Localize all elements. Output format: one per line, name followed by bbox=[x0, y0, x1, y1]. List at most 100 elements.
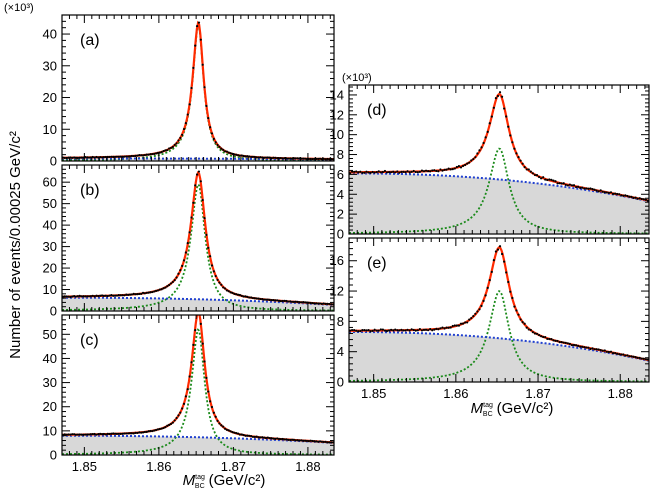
data-point bbox=[494, 250, 498, 253]
data-point bbox=[309, 157, 312, 161]
data-point bbox=[513, 147, 516, 150]
data-point bbox=[300, 301, 303, 304]
data-point bbox=[587, 187, 590, 190]
data-point bbox=[507, 280, 510, 284]
x-tick-label: 1.87 bbox=[221, 459, 246, 474]
data-point bbox=[97, 294, 100, 298]
data-point bbox=[385, 329, 389, 333]
background-curve-a bbox=[62, 157, 334, 161]
data-point bbox=[242, 154, 245, 158]
data-point bbox=[521, 162, 524, 165]
data-point bbox=[361, 171, 364, 174]
data-point bbox=[175, 276, 178, 279]
data-point bbox=[638, 197, 641, 200]
data-point bbox=[86, 433, 89, 436]
data-point bbox=[636, 197, 639, 200]
data-point bbox=[266, 298, 269, 301]
data-point bbox=[134, 293, 137, 296]
data-point bbox=[93, 295, 96, 298]
data-point bbox=[402, 329, 405, 332]
data-point bbox=[315, 302, 318, 305]
data-point bbox=[517, 156, 520, 159]
data-point bbox=[277, 299, 281, 302]
data-point bbox=[272, 156, 275, 159]
data-point bbox=[484, 294, 487, 297]
data-point bbox=[231, 291, 234, 294]
data-point bbox=[533, 173, 537, 177]
y-tick-label: 2 bbox=[337, 207, 344, 222]
data-point bbox=[289, 157, 292, 160]
x-tick-label: 1.85 bbox=[361, 386, 386, 401]
x-axis-c: 1.85 1.86 1.87 1.88 bbox=[61, 315, 331, 474]
data-point bbox=[618, 353, 621, 356]
data-point bbox=[632, 355, 635, 358]
background-curve-b bbox=[62, 296, 334, 306]
y-tick-label: 10 bbox=[43, 282, 57, 297]
data-point bbox=[622, 194, 625, 197]
data-point bbox=[390, 171, 393, 174]
y-tick-label: 0 bbox=[337, 227, 344, 242]
data-point bbox=[156, 428, 160, 431]
data-point bbox=[322, 440, 325, 444]
data-point bbox=[266, 436, 269, 439]
data-point bbox=[125, 432, 128, 435]
data-point bbox=[63, 433, 66, 436]
data-point bbox=[509, 290, 512, 293]
data-point bbox=[542, 176, 545, 179]
data-point bbox=[309, 301, 312, 305]
data-point bbox=[574, 344, 578, 347]
data-point bbox=[525, 326, 528, 329]
data-point bbox=[69, 433, 72, 436]
multiplier-label-d: (×10³) bbox=[342, 72, 372, 84]
data-point bbox=[607, 350, 611, 354]
data-point bbox=[292, 438, 296, 441]
data-point bbox=[84, 295, 87, 298]
data-point bbox=[418, 170, 421, 173]
data-point bbox=[394, 171, 397, 174]
data-point bbox=[302, 157, 305, 160]
data-point bbox=[160, 288, 163, 291]
fit-curve-c bbox=[62, 315, 334, 444]
data-point bbox=[274, 437, 277, 441]
data-point bbox=[304, 301, 307, 304]
data-point bbox=[171, 145, 174, 149]
data-point bbox=[453, 324, 456, 327]
y-axis-d: 0 2 4 6 8 10 12 14 bbox=[330, 86, 649, 242]
data-point bbox=[268, 436, 271, 440]
data-point bbox=[324, 440, 327, 443]
data-point bbox=[253, 435, 256, 438]
data-point bbox=[611, 352, 615, 355]
y-tick-label: 0 bbox=[50, 304, 57, 319]
data-point bbox=[385, 171, 389, 174]
data-point bbox=[542, 335, 545, 339]
data-point bbox=[73, 156, 76, 159]
data-point bbox=[320, 302, 323, 305]
data-point bbox=[437, 328, 440, 331]
data-point bbox=[418, 327, 421, 331]
data-point bbox=[192, 66, 195, 70]
fit-curve-a bbox=[62, 20, 334, 161]
data-point bbox=[147, 430, 150, 433]
data-point bbox=[317, 157, 320, 160]
data-point bbox=[186, 242, 189, 245]
data-point bbox=[509, 134, 512, 137]
data-point bbox=[194, 328, 197, 332]
data-point bbox=[73, 294, 76, 298]
data-point bbox=[240, 154, 243, 157]
data-point bbox=[480, 146, 483, 149]
data-point bbox=[369, 330, 372, 333]
data-point bbox=[597, 348, 600, 351]
data-point bbox=[276, 437, 279, 440]
background-fill-d bbox=[349, 173, 649, 234]
data-point bbox=[203, 360, 206, 363]
data-point bbox=[201, 198, 204, 202]
data-point bbox=[156, 289, 160, 292]
data-point bbox=[396, 329, 399, 332]
data-point bbox=[171, 421, 174, 424]
data-point bbox=[153, 152, 156, 155]
data-point bbox=[86, 156, 89, 159]
data-point bbox=[100, 433, 104, 436]
data-point bbox=[188, 375, 191, 378]
data-point bbox=[449, 168, 452, 171]
data-point bbox=[259, 156, 262, 159]
